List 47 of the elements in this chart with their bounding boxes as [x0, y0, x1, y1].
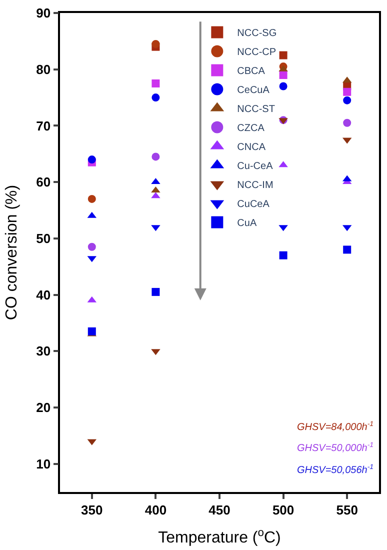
- legend-label: CBCA: [237, 66, 266, 78]
- point: [279, 51, 288, 60]
- point: [152, 152, 160, 161]
- x-tick-label: 500: [272, 502, 294, 518]
- y-tick-label: 80: [36, 62, 51, 77]
- legend-label: NCC-SG: [237, 28, 277, 40]
- legend-label: NCC-IM: [237, 180, 274, 192]
- legend-label: CeCuA: [237, 85, 270, 96]
- legend-label: NCC-CP: [237, 47, 276, 58]
- x-tick-label: 350: [81, 502, 103, 518]
- point: [343, 118, 352, 127]
- annotation: GHSV=50,056h$^{-1}$: [297, 464, 374, 476]
- y-tick-label: 30: [36, 344, 51, 359]
- y-tick-label: 90: [36, 6, 51, 21]
- y-tick-label: 60: [36, 174, 51, 190]
- legend-label: CuA: [237, 218, 257, 230]
- annotation: GHSV=84,000h$^{-1}$: [297, 421, 374, 434]
- x-tick-label: 400: [144, 502, 167, 518]
- legend-label: CNCA: [237, 142, 266, 154]
- point: [152, 288, 160, 296]
- x-tick-label: 450: [208, 502, 230, 518]
- point: [88, 327, 96, 336]
- y-tick-label: 40: [36, 287, 51, 302]
- legend-label: CuCeA: [237, 199, 270, 210]
- point: [88, 194, 96, 203]
- annotation: GHSV=50,000h$^{-1}$: [297, 442, 374, 454]
- point: [343, 88, 352, 96]
- x-tick-label: 550: [336, 502, 358, 518]
- point: [279, 82, 288, 90]
- point: [279, 251, 288, 260]
- point: [343, 96, 352, 104]
- y-tick-label: 20: [36, 400, 51, 416]
- point: [279, 70, 288, 79]
- legend-label: CZCA: [237, 123, 265, 134]
- point: [152, 94, 160, 102]
- y-tick-label: 10: [36, 456, 51, 472]
- point: [88, 242, 96, 251]
- x-axis-title: Temperature ($^{o}$C): [158, 526, 281, 547]
- y-tick-label: 50: [36, 230, 51, 246]
- y-axis-title: CO conversion (%): [4, 184, 21, 320]
- point: [343, 246, 352, 254]
- point: [152, 79, 160, 88]
- legend-label: Cu-CeA: [237, 161, 274, 172]
- point: [88, 156, 96, 164]
- y-tick-label: 70: [36, 118, 51, 134]
- point: [152, 40, 160, 48]
- legend-label: NCC-ST: [237, 104, 275, 116]
